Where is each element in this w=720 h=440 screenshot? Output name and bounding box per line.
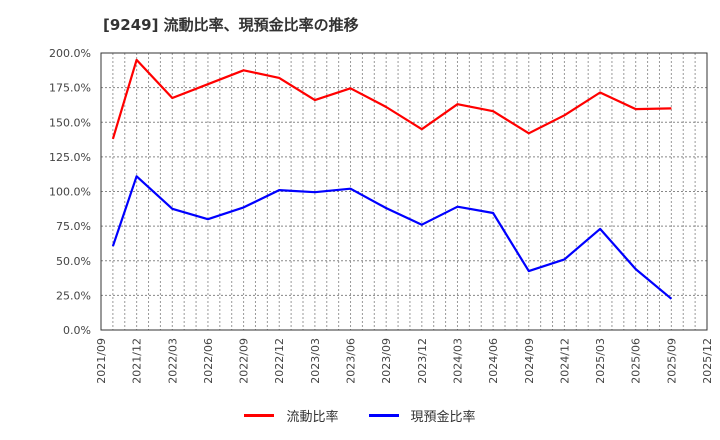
- x-tick-label: 2023/09: [380, 338, 393, 384]
- x-tick-label: 2023/03: [309, 338, 322, 384]
- legend-label: 流動比率: [286, 410, 339, 425]
- x-tick-label: 2022/06: [202, 338, 215, 384]
- legend-item-current-ratio: 流動比率: [244, 406, 339, 425]
- x-axis: 2021/09 2021/12 2022/03 2022/06 2022/09 2022/…: [95, 338, 714, 384]
- y-tick-label: 75.0%: [56, 220, 91, 233]
- legend: 流動比率 現預金比率: [0, 406, 720, 425]
- x-tick-label: 2021/09: [95, 338, 108, 384]
- y-tick-label: 100.0%: [49, 186, 91, 199]
- legend-label: 現預金比率: [410, 410, 476, 425]
- cash-ratio-line: [111, 175, 673, 300]
- y-tick-label: 125.0%: [49, 151, 91, 164]
- chart-title: [9249] 流動比率、現預金比率の推移: [103, 16, 359, 34]
- y-tick-label: 25.0%: [56, 289, 91, 302]
- y-axis: 0.0% 25.0% 50.0% 75.0% 100.0% 125.0% 150.0% 175…: [49, 47, 91, 337]
- grid-lines: [101, 53, 707, 330]
- x-tick-label: 2022/03: [166, 338, 179, 384]
- y-tick-label: 0.0%: [63, 324, 91, 337]
- x-tick-label: 2022/09: [238, 338, 251, 384]
- x-tick-label: 2024/06: [487, 338, 500, 384]
- y-tick-label: 150.0%: [49, 116, 91, 129]
- red-line-icon: [244, 414, 275, 417]
- x-tick-label: 2024/12: [558, 338, 571, 384]
- x-tick-label: 2025/06: [630, 338, 643, 384]
- x-tick-label: 2023/12: [416, 338, 429, 384]
- current-ratio-line: [111, 58, 672, 140]
- x-tick-label: 2025/12: [701, 338, 714, 384]
- y-tick-label: 200.0%: [49, 47, 91, 60]
- x-tick-label: 2022/12: [273, 338, 286, 384]
- data-series: [111, 58, 673, 300]
- x-tick-label: 2024/03: [451, 338, 464, 384]
- legend-item-cash-ratio: 現預金比率: [368, 406, 476, 425]
- x-tick-label: 2024/09: [523, 338, 536, 384]
- plot-area-border: [100, 52, 708, 331]
- blue-line-icon: [368, 414, 399, 417]
- y-tick-label: 50.0%: [56, 255, 91, 268]
- x-tick-label: 2021/12: [131, 338, 144, 384]
- x-tick-label: 2025/09: [665, 338, 678, 384]
- x-tick-label: 2025/03: [594, 338, 607, 384]
- y-tick-label: 175.0%: [49, 82, 91, 95]
- x-tick-label: 2023/06: [345, 338, 358, 384]
